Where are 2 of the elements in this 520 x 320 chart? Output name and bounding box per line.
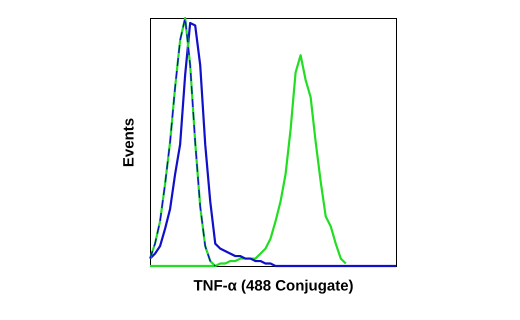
x-axis-title: TNF-α (488 Conjugate) xyxy=(193,278,354,294)
y-axis-title: Events xyxy=(120,118,138,168)
